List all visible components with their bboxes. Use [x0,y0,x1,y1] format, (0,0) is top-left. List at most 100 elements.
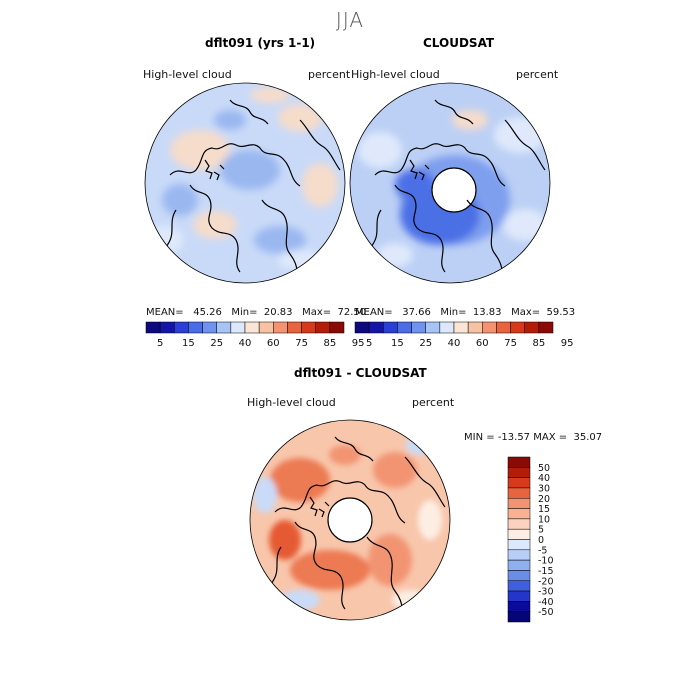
colorbar-swatch [507,590,531,602]
colorbar-swatch [145,321,161,334]
mean-value: 37.66 [402,307,431,318]
map-model-coastlines [163,99,341,283]
colorbar-tick-label: 0 [538,535,544,546]
colorbar-swatch [287,321,302,334]
max-value: 35.07 [573,432,603,443]
colorbar-tick-label: 25 [210,338,223,349]
colorbar-tick-label: -50 [538,607,554,618]
colorbar-swatch [301,321,316,334]
min-label: Min= [440,307,467,318]
colorbar-tick-label: 75 [504,338,517,349]
colorbar-tick-label: 40 [239,338,252,349]
colorbar-tick-label: 75 [295,338,308,349]
colorbar-tick-label: 30 [538,483,550,494]
colorbar-swatch [507,456,531,468]
min-value: 20.83 [263,307,293,318]
colorbar-swatch [538,321,554,334]
colorbar-swatch [496,321,511,334]
colorbar-tick-label: -15 [538,566,554,577]
colorbar-tick-label: 15 [391,338,404,349]
colorbar-tick-label: 50 [538,463,550,474]
colorbar-swatch [202,321,217,334]
colorbar-tick-label: 85 [532,338,545,349]
colorbar-tick-label: 15 [538,504,550,515]
colorbar-swatch [188,321,203,334]
panel3-variable: High-level cloud [247,396,336,409]
colorbar-swatch [354,321,370,334]
colorbar-model: 5 15 25 40 60 75 85 95 [145,321,365,349]
colorbar-swatch [159,321,175,334]
colorbar-tick-label: 95 [352,338,365,349]
map-model-border [144,82,346,284]
colorbar-swatch [273,321,288,334]
colorbar-swatch [507,580,531,592]
max-label: Max= [511,307,541,318]
colorbar-tick-label: 5 [538,525,544,536]
map-difference [250,420,450,620]
colorbar-swatch [315,321,331,334]
colorbar-swatch [368,321,384,334]
min-label: Min= [231,307,258,318]
colorbar-swatch [383,321,398,334]
colorbar-cloudsat: 5 15 25 40 60 75 85 95 [354,321,574,349]
colorbar-tick-label: 5 [366,338,372,349]
map-cloudsat-border [349,82,551,284]
map-difference-border [249,419,451,621]
colorbar-swatch [507,487,531,499]
panel1-stats: MEAN= 45.26 Min= 20.83 Max= 72.50 [146,307,366,318]
panel2-units: percent [516,68,559,81]
colorbar-swatch [510,321,525,334]
panel1-variable: High-level cloud [143,68,232,81]
panel3-stats: MIN = -13.57 MAX = 35.07 [464,432,602,443]
colorbar-swatch [507,518,531,530]
panel2-variable: High-level cloud [351,68,440,81]
colorbar-swatch [467,321,483,334]
min-value: -13.57 [497,432,531,443]
colorbar-swatch [507,467,531,478]
colorbar-swatch [482,321,497,334]
colorbar-tick-label: 15 [182,338,195,349]
colorbar-swatch [524,321,540,334]
colorbar-tick-label: 40 [448,338,461,349]
colorbar-swatch [507,508,531,520]
colorbar-tick-label: -10 [538,556,554,567]
max-label: MAX = [533,432,568,443]
colorbar-swatch [507,477,531,489]
colorbar-tick-label: -40 [538,597,554,608]
colorbar-swatch [507,539,531,551]
max-label: Max= [302,307,332,318]
panel2-stats: MEAN= 37.66 Min= 13.83 Max= 59.53 [355,307,575,318]
colorbar-swatch [507,528,531,540]
colorbar-swatch [453,321,469,334]
season-title: JJA [335,8,365,32]
colorbar-swatch [258,321,274,334]
panel3-title: dflt091 - CLOUDSAT [294,366,427,380]
min-label: MIN = [464,432,495,443]
max-value: 59.53 [546,307,576,318]
colorbar-tick-label: 20 [538,494,550,505]
colorbar-swatch [216,321,232,334]
colorbar-swatch [425,321,441,334]
colorbar-tick-label: 60 [476,338,489,349]
max-value: 72.50 [337,307,367,318]
colorbar-swatch [507,549,531,561]
colorbar-swatch [230,321,246,334]
map-model [145,83,345,283]
colorbar-swatch [507,498,531,509]
colorbar-tick-label: 40 [538,473,550,484]
map-difference-coastlines [268,436,446,620]
colorbar-tick-label: 60 [267,338,280,349]
colorbar-swatch [244,321,260,334]
panel3-units: percent [412,396,455,409]
colorbar-swatch [411,321,426,334]
colorbar-tick-label: 25 [419,338,432,349]
colorbar-tick-label: 85 [323,338,336,349]
panel1-units: percent [308,68,351,81]
colorbar-tick-label: -30 [538,587,554,598]
mean-value: 45.26 [193,307,222,318]
mean-label: MEAN= [355,307,393,318]
colorbar-tick-label: -5 [538,545,547,556]
colorbar-tick-label: 10 [538,514,550,525]
colorbar-swatch [439,321,455,334]
